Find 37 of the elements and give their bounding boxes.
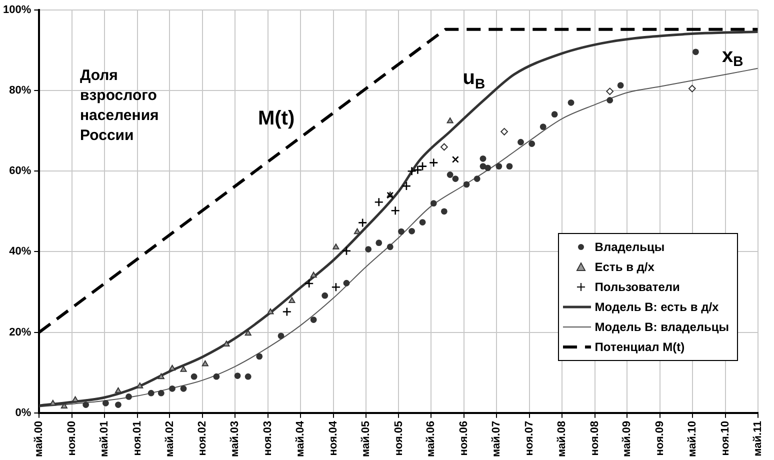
legend-label: Пользователи [594, 280, 680, 294]
x-tick-label: ноя.00 [66, 420, 78, 456]
legend-label: Владельцы [594, 240, 665, 254]
x-tick-label: ноя.08 [588, 420, 601, 456]
legend-label: Есть в д/х [594, 260, 654, 274]
x-tick-label: май.10 [686, 420, 699, 458]
x-tick-label: ноя.10 [719, 420, 732, 456]
y-tick-label: 60% [9, 165, 32, 178]
annotation: Доля взрослого населения России [80, 66, 160, 146]
x-tick-label: май.09 [621, 420, 634, 458]
x-tick-label: май.11 [752, 420, 764, 456]
y-tick-label: 80% [9, 84, 32, 97]
annotation: M(t) [258, 107, 295, 130]
legend-label: Модель В: есть в д/х [594, 300, 719, 314]
y-tick-label: 0% [15, 406, 32, 419]
x-tick-label: ноя.09 [654, 420, 666, 456]
x-tick-label: май.07 [490, 420, 502, 458]
x-tick-label: май.04 [294, 420, 307, 458]
legend-label: Потенциал M(t) [594, 340, 685, 354]
legend-label: Модель В: владельцы [594, 320, 730, 334]
x-tick-label: май.02 [164, 420, 176, 458]
x-tick-label: ноя.01 [131, 420, 144, 456]
x-tick-label: ноя.03 [262, 420, 274, 456]
x-tick-label: май.00 [33, 420, 46, 458]
y-tick-label: 20% [9, 326, 32, 338]
x-tick-label: ноя.07 [523, 420, 536, 456]
x-tick-label: ноя.02 [196, 420, 209, 456]
y-tick-label: 100% [2, 4, 32, 16]
x-tick-label: ноя.04 [327, 420, 340, 456]
x-tick-label: май.08 [556, 420, 568, 458]
x-tick-label: май.05 [360, 420, 372, 458]
x-tick-label: май.03 [229, 420, 242, 458]
x-tick-label: май.01 [98, 420, 110, 458]
x-tick-label: май.06 [425, 420, 438, 458]
x-tick-label: ноя.06 [458, 420, 470, 456]
y-tick-label: 40% [9, 246, 32, 258]
x-tick-label: ноя.05 [392, 420, 405, 456]
